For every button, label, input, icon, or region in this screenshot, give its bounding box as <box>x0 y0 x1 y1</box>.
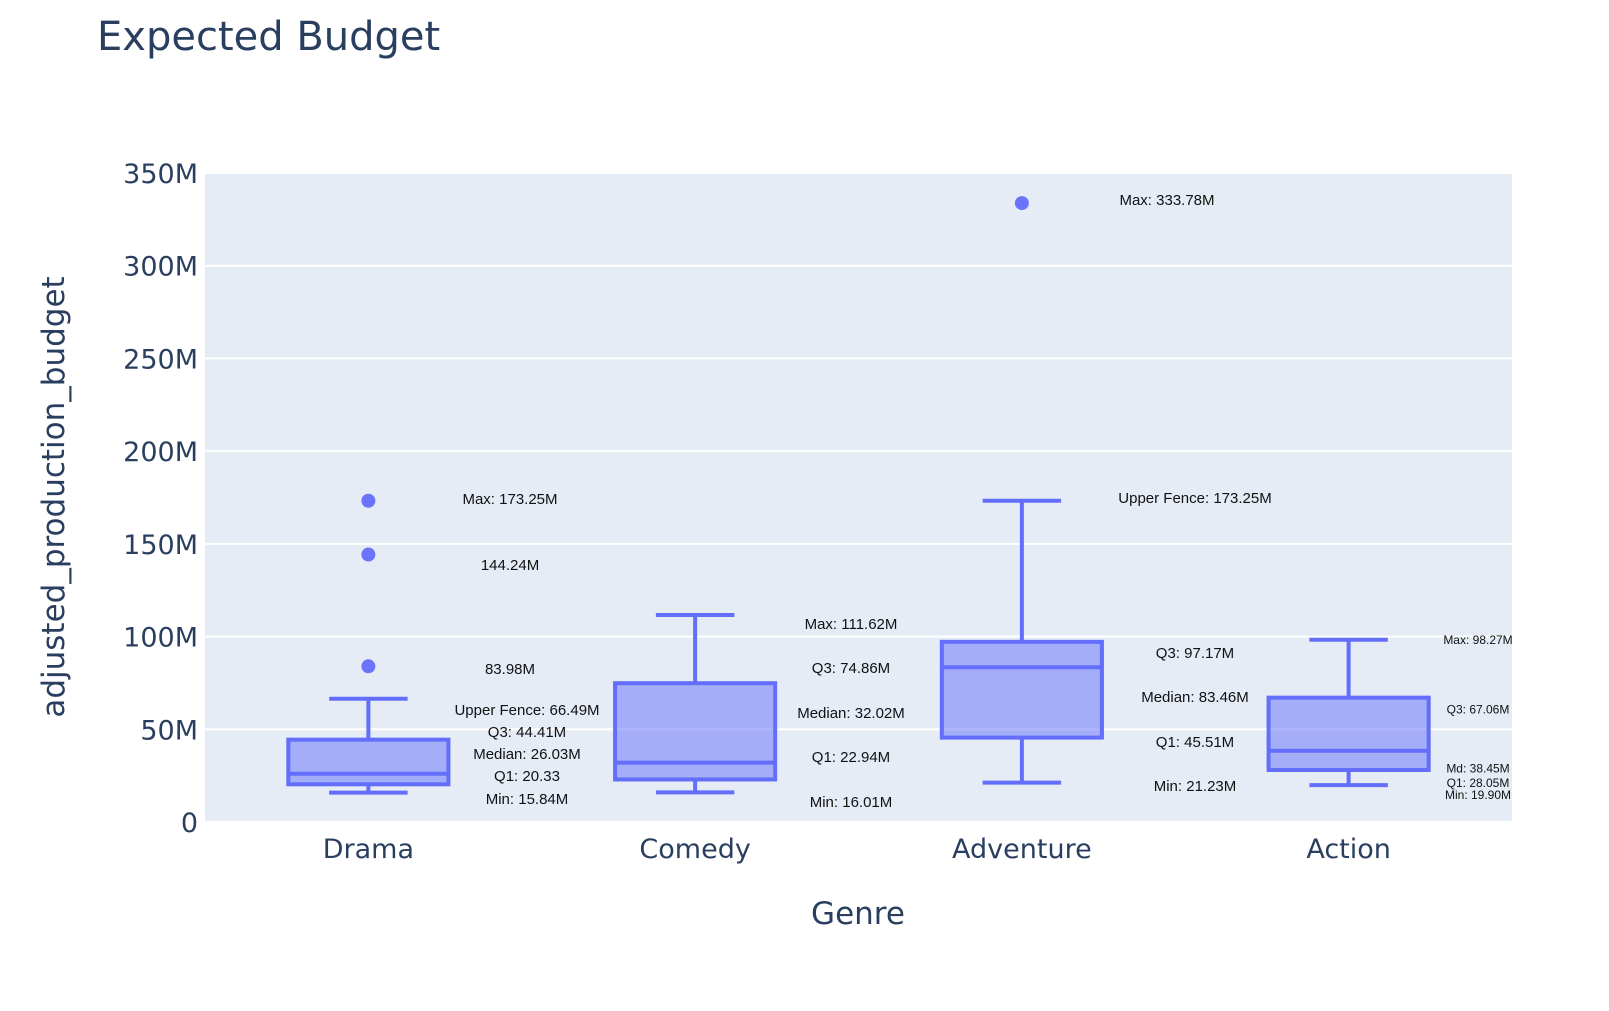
x-axis-ticks: Drama Comedy Adventure Action <box>323 834 1391 865</box>
annotation-label: Md: 38.45M <box>1446 762 1509 776</box>
annotation-label: Q3: 97.17M <box>1156 645 1234 662</box>
chart-title: Expected Budget <box>97 14 440 60</box>
box-adventure <box>939 196 1104 785</box>
y-tick-label: 50M <box>140 715 198 746</box>
annotation-label: Min: 15.84M <box>486 791 569 808</box>
outlier-point <box>361 659 376 674</box>
iqr-box <box>613 681 778 782</box>
box-action <box>1266 637 1431 788</box>
annotation-label: Median: 32.02M <box>797 705 905 722</box>
y-tick-label: 250M <box>123 344 198 375</box>
annotation-label: Q1: 28.05M <box>1447 776 1510 790</box>
y-tick-label: 300M <box>123 252 198 283</box>
x-tick-label: Comedy <box>639 834 750 865</box>
x-axis-title: Genre <box>811 896 905 932</box>
annotation-label: Q1: 22.94M <box>812 749 890 766</box>
annotation-label: Max: 333.78M <box>1119 192 1214 209</box>
outlier-point <box>361 547 376 562</box>
boxes <box>286 196 1431 795</box>
x-tick-label: Action <box>1306 834 1391 865</box>
y-axis-title: adjusted_production_budget <box>36 276 72 717</box>
y-tick-label: 100M <box>123 623 198 654</box>
annotation-label: 144.24M <box>481 557 539 574</box>
annotation-label: Median: 83.46M <box>1141 689 1249 706</box>
annotation-label: Q3: 67.06M <box>1447 703 1510 717</box>
annotation-label: Q1: 45.51M <box>1156 734 1234 751</box>
annotation-label: Min: 16.01M <box>810 794 893 811</box>
x-tick-label: Adventure <box>952 834 1092 865</box>
y-axis-ticks: 0 50M 100M 150M 200M 250M 300M 350M <box>123 159 198 839</box>
annotation-label: Q3: 74.86M <box>812 660 890 677</box>
iqr-box <box>939 639 1104 740</box>
annotation-label: Q3: 44.41M <box>488 724 566 741</box>
y-tick-label: 350M <box>123 159 198 190</box>
annotation-label: Upper Fence: 66.49M <box>454 702 599 719</box>
annotation-label: Max: 111.62M <box>805 616 898 633</box>
annotation-label: Q1: 20.33 <box>494 768 560 785</box>
annotation-label: Max: 98.27M <box>1443 633 1512 647</box>
annotation-label: Max: 173.25M <box>462 491 557 508</box>
grid-lines <box>205 172 1512 823</box>
annotation-label: Median: 26.03M <box>473 746 581 763</box>
annotation-label: Min: 19.90M <box>1445 788 1511 802</box>
annotations: Max: 173.25M 144.24M 83.98M Upper Fence: 66… <box>454 192 1512 811</box>
annotation-label: Upper Fence: 173.25M <box>1118 490 1271 507</box>
annotation-label: Min: 21.23M <box>1154 778 1237 795</box>
iqr-box <box>1266 695 1431 772</box>
iqr-box <box>286 737 451 787</box>
box-drama <box>286 493 451 795</box>
annotation-label: 83.98M <box>485 661 535 678</box>
x-tick-label: Drama <box>323 834 414 865</box>
y-tick-label: 200M <box>123 437 198 468</box>
box-comedy <box>613 613 778 795</box>
outlier-point <box>361 493 376 508</box>
outlier-point <box>1014 196 1029 211</box>
y-tick-label: 0 <box>181 808 198 839</box>
y-tick-label: 150M <box>123 530 198 561</box>
